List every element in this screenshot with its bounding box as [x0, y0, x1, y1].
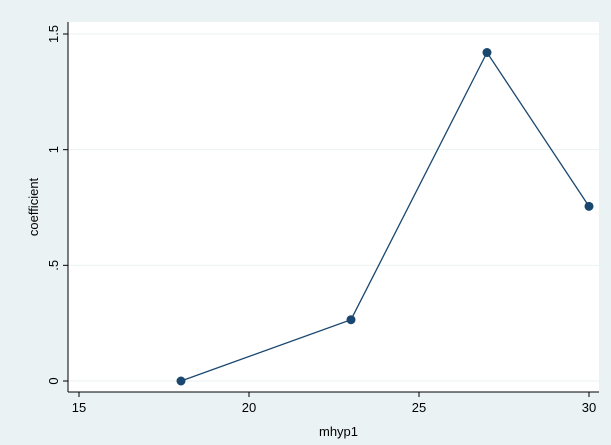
- data-series: [176, 48, 594, 386]
- x-axis-title: mhyp1: [319, 424, 358, 439]
- y-tick-label: 1: [46, 146, 61, 153]
- y-tick-label: 1.5: [46, 25, 61, 43]
- gridlines: [68, 33, 599, 382]
- y-tick-label: 0: [46, 377, 61, 384]
- x-tick-label: 15: [72, 400, 86, 415]
- data-point: [346, 315, 356, 325]
- y-axis-title: coefficient: [26, 177, 41, 236]
- x-tick-label: 30: [582, 400, 596, 415]
- data-point: [584, 201, 594, 211]
- x-tick-label: 25: [412, 400, 426, 415]
- y-tick-label: .5: [46, 260, 61, 271]
- axes: 0 .5 1 1.5 15 20 25 30: [46, 22, 599, 415]
- x-tick-label: 20: [242, 400, 256, 415]
- series-line: [180, 51, 590, 382]
- data-point: [482, 48, 492, 58]
- plot-area: [68, 22, 599, 392]
- data-point: [176, 376, 186, 386]
